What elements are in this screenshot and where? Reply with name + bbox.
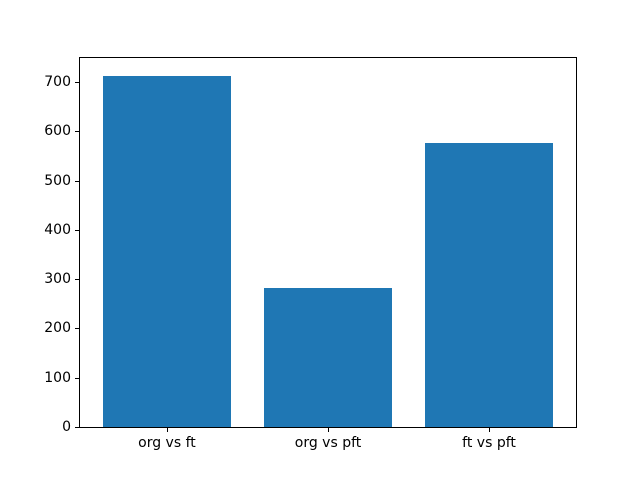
y-tick-label-700: 700: [44, 74, 71, 90]
y-tick-label-500: 500: [44, 172, 71, 189]
y-tick-mark-100: [75, 377, 79, 379]
y-tick-mark-500: [75, 180, 79, 182]
y-tick-label-200: 200: [44, 320, 71, 337]
y-tick-mark-600: [75, 131, 79, 133]
x-tick-mark-org-vs-pft: [328, 428, 329, 432]
bar-ft-vs-pft: [424, 143, 554, 427]
y-tick-label-0: 0: [62, 419, 71, 435]
y-tick-label-600: 600: [44, 123, 71, 140]
x-tick-mark-ft-vs-pft: [489, 428, 491, 432]
plot-area: [79, 57, 577, 428]
y-tick-mark-0: [75, 427, 79, 428]
bar-org-vs-pft: [263, 288, 393, 427]
y-tick-mark-700: [75, 82, 79, 83]
y-tick-mark-400: [75, 229, 79, 231]
x-tick-mark-org-vs-ft: [166, 428, 168, 432]
y-tick-label-100: 100: [44, 369, 71, 386]
x-tick-label-org-vs-pft: org vs pft: [294, 435, 362, 451]
bar-org-vs-ft: [102, 75, 232, 427]
x-tick-label-org-vs-ft: org vs ft: [138, 435, 196, 451]
x-tick-label-ft-vs-pft: ft vs pft: [462, 435, 516, 451]
y-tick-mark-300: [75, 279, 79, 281]
y-tick-label-400: 400: [44, 221, 71, 238]
y-tick-label-300: 300: [44, 271, 71, 288]
y-tick-mark-200: [75, 328, 79, 330]
